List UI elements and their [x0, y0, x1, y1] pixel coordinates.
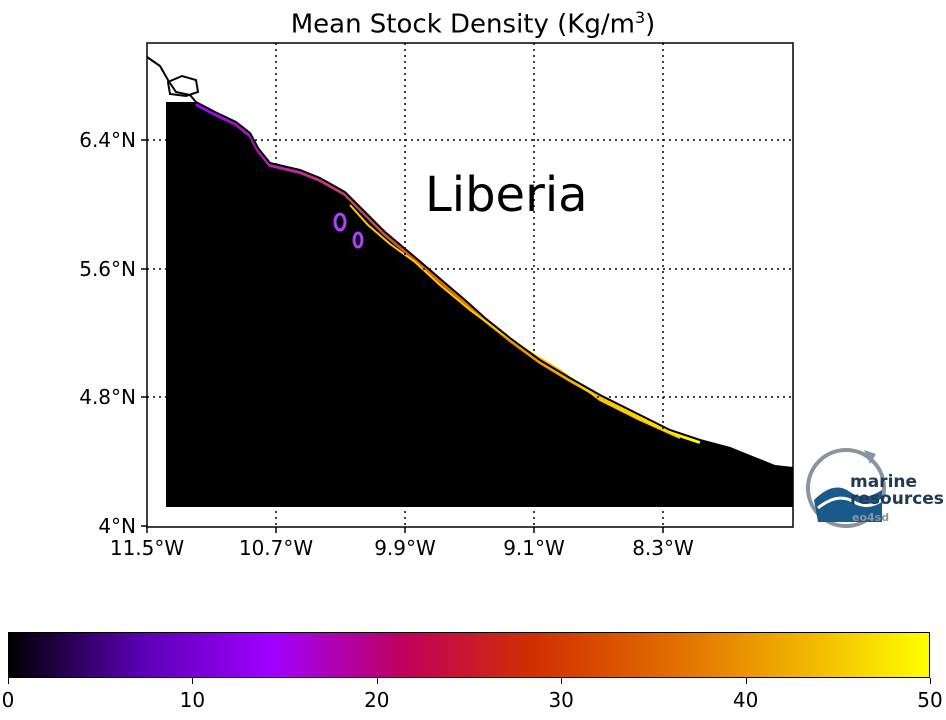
tick-marks: [141, 139, 664, 533]
coastline: [146, 56, 794, 469]
colorbar-tick-mark: [192, 678, 194, 684]
colorbar-tick-label: 30: [548, 688, 574, 712]
colorbar-tick-label: 10: [179, 688, 206, 712]
colorbar-tick-mark: [561, 678, 563, 684]
y-tick-label: 5.6°N: [79, 257, 136, 281]
logo-wave-icon: [806, 448, 886, 528]
colorbar: [8, 632, 930, 678]
y-tick-label: 4°N: [98, 514, 136, 538]
map-title: Mean Stock Density (Kg/m3): [290, 8, 656, 40]
x-tick-label: 9.9°W: [374, 536, 436, 560]
colorbar-tick-mark: [376, 678, 378, 684]
colorbar-tick-label: 20: [364, 688, 390, 712]
coastal-density-inner: [349, 204, 681, 439]
logo-subtext: eo4sd: [852, 511, 890, 524]
colorbar-tick-mark: [8, 678, 9, 684]
marine-resources-logo: marine resources eo4sd: [804, 440, 946, 540]
sea-density-area: [166, 102, 793, 507]
lagoon-density: [333, 212, 347, 232]
lagoon-density-2: [352, 231, 364, 249]
logo-text: marine resources: [850, 472, 944, 509]
island-outline: [166, 74, 200, 98]
gridlines: [147, 43, 793, 527]
x-tick-label: 8.3°W: [632, 536, 694, 560]
colorbar-tick-label: 40: [732, 688, 759, 712]
country-label: Liberia: [425, 167, 588, 223]
y-tick-label: 4.8°N: [79, 385, 136, 409]
colorbar-tick-mark: [930, 678, 931, 684]
x-tick-label: 10.7°W: [238, 536, 314, 560]
colorbar-tick-label: 50: [917, 688, 943, 712]
colorbar-tick-mark: [745, 678, 747, 684]
x-tick-label: 11.5°W: [109, 536, 185, 560]
colorbar-tick-label: 0: [1, 688, 15, 712]
y-tick-label: 6.4°N: [79, 128, 136, 152]
x-tick-label: 9.1°W: [503, 536, 565, 560]
